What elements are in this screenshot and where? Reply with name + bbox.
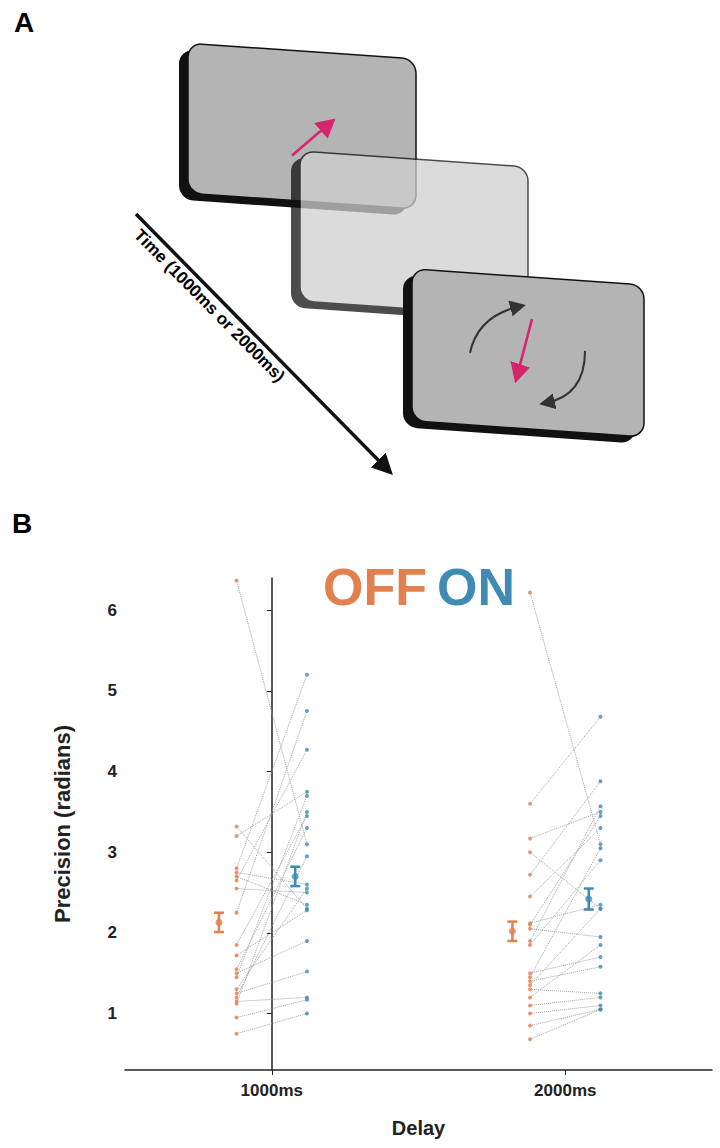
svg-text:2000ms: 2000ms [534,1081,596,1100]
html-text:B: B [12,508,33,539]
svg-text:A: A [14,7,34,38]
svg-text:Precision (radians): Precision (radians) [50,725,75,923]
svg-text:Time (1000ms or 2000ms): Time (1000ms or 2000ms) [130,225,289,385]
svg-text:3: 3 [108,843,117,862]
svg-text:6: 6 [108,601,117,620]
svg-text:2: 2 [108,923,117,942]
svg-text:ON: ON [437,558,515,616]
svg-text:1000ms: 1000ms [241,1081,303,1100]
svg-text:Delay: Delay [392,1117,446,1139]
svg-text:OFF: OFF [323,558,427,616]
svg-text:5: 5 [108,681,117,700]
svg-text:1: 1 [108,1004,117,1023]
svg-text:4: 4 [108,762,118,781]
